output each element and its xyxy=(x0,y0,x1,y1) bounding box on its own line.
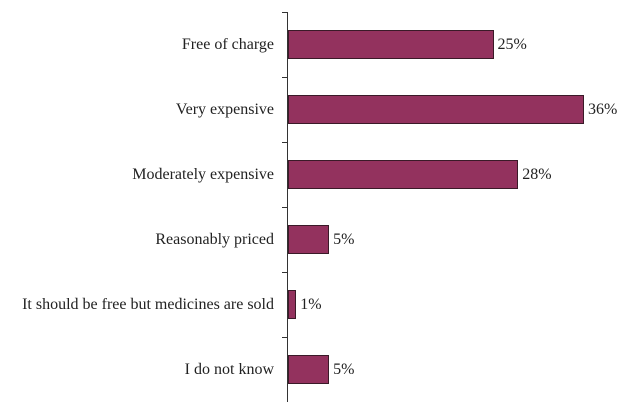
axis-line xyxy=(287,12,288,402)
bar xyxy=(288,290,297,319)
category-label: I do not know xyxy=(184,361,274,378)
category-label: It should be free but medicines are sold xyxy=(22,296,274,313)
axis-tick xyxy=(282,12,287,13)
value-label: 28% xyxy=(522,165,552,183)
bar xyxy=(288,95,584,124)
axis-tick xyxy=(282,272,287,273)
value-label: 25% xyxy=(497,35,527,53)
bar xyxy=(288,225,330,254)
bar xyxy=(288,30,494,59)
value-label: 1% xyxy=(300,295,322,313)
value-label: 5% xyxy=(333,360,355,378)
category-label: Very expensive xyxy=(175,101,274,118)
bar xyxy=(288,355,330,384)
bar xyxy=(288,160,519,189)
value-label: 5% xyxy=(333,230,355,248)
axis-tick xyxy=(282,207,287,208)
value-label: 36% xyxy=(588,100,618,118)
category-label: Moderately expensive xyxy=(132,166,274,183)
category-label: Free of charge xyxy=(181,36,274,53)
axis-tick xyxy=(282,337,287,338)
axis-tick xyxy=(282,142,287,143)
category-label: Reasonably priced xyxy=(155,231,274,248)
axis-tick xyxy=(282,77,287,78)
